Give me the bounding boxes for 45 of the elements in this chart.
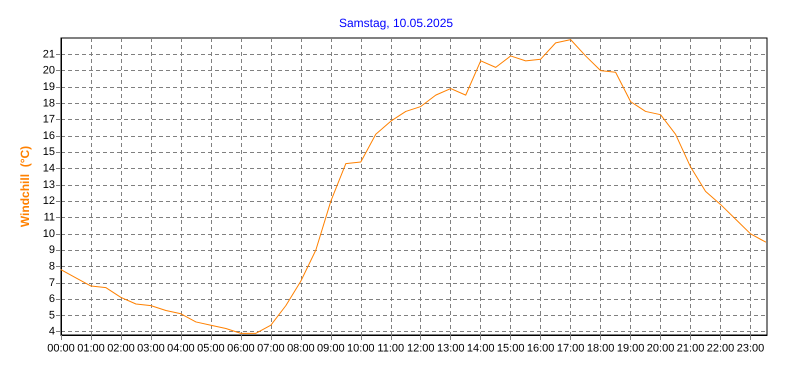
x-tick-label: 20:00 — [646, 342, 674, 354]
y-tick-label: 12 — [42, 195, 55, 208]
y-tick-label: 17 — [42, 114, 55, 126]
y-tick-label: 20 — [42, 64, 55, 77]
x-tick-label: 12:00 — [406, 342, 435, 354]
x-tick-label: 07:00 — [257, 342, 285, 354]
y-tick-label: 9 — [48, 244, 55, 256]
y-tick-label: 5 — [48, 309, 55, 322]
x-tick-label: 09:00 — [317, 342, 345, 354]
x-tick-label: 19:00 — [616, 342, 644, 354]
x-tick-label: 11:00 — [377, 342, 404, 354]
x-tick-label: 05:00 — [197, 342, 225, 354]
y-tick-label: 16 — [42, 130, 55, 142]
x-tick-label: 18:00 — [586, 342, 614, 354]
x-tick-label: 02:00 — [107, 342, 135, 354]
y-tick-label: 15 — [42, 146, 55, 158]
x-tick-label: 17:00 — [556, 342, 584, 354]
x-tick-label: 22:00 — [706, 342, 734, 354]
x-tick-label: 08:00 — [287, 342, 315, 354]
y-tick-label: 8 — [48, 260, 55, 272]
x-tick-label: 06:00 — [227, 342, 255, 354]
y-tick-label: 13 — [42, 178, 55, 191]
x-tick-label: 14:00 — [466, 342, 494, 354]
x-tick-label: 23:00 — [736, 342, 764, 354]
y-tick-label: 7 — [48, 276, 55, 289]
y-tick-label: 4 — [48, 326, 55, 338]
x-tick-label: 00:00 — [47, 342, 75, 354]
y-tick-label: 19 — [42, 80, 55, 93]
x-tick-label: 04:00 — [167, 342, 195, 354]
x-tick-label: 10:00 — [347, 342, 375, 354]
y-tick-label: 18 — [42, 97, 55, 110]
x-tick-label: 16:00 — [526, 342, 554, 354]
y-tick-label: 14 — [42, 162, 55, 175]
y-tick-label: 10 — [42, 228, 55, 240]
y-tick-label: 21 — [42, 48, 55, 60]
chart-title: Samstag, 10.05.2025 — [338, 16, 454, 30]
y-tick-label: 11 — [44, 212, 55, 224]
x-tick-label: 15:00 — [496, 342, 524, 354]
x-tick-label: 01:00 — [77, 342, 105, 354]
x-tick-label: 03:00 — [137, 342, 165, 354]
line-series — [60, 39, 766, 334]
x-tick-label: 21:00 — [676, 342, 704, 354]
y-axis-title: Windchill (°C) — [18, 146, 32, 228]
y-tick-label: 6 — [48, 293, 55, 306]
x-tick-label: 13:00 — [436, 342, 464, 354]
